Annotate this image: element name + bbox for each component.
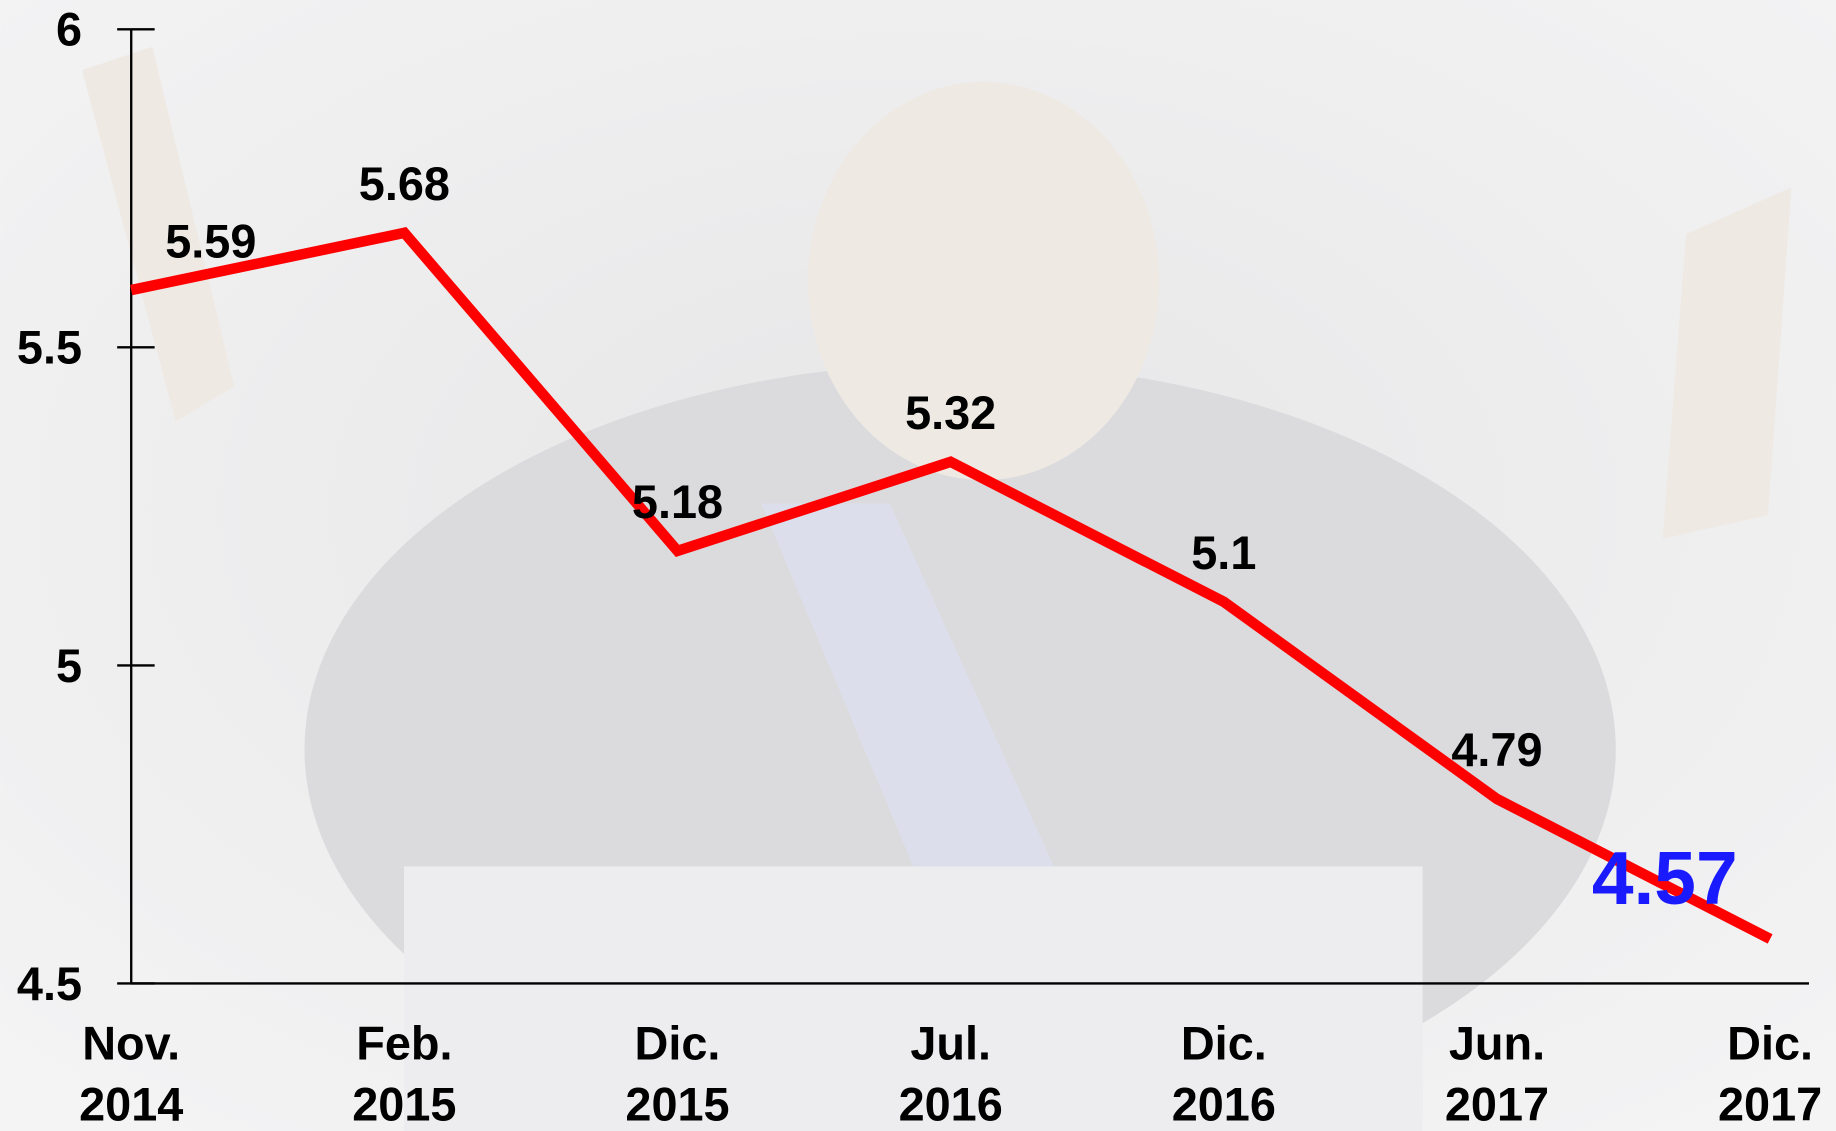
value-label: 5.1 xyxy=(1191,527,1256,579)
value-label: 5.18 xyxy=(632,476,723,528)
chart: 4.555.56Nov.2014Feb.2015Dic.2015Jul.2016… xyxy=(0,0,1836,1131)
y-tick-label: 6 xyxy=(56,4,82,56)
value-label: 4.57 xyxy=(1592,836,1738,920)
value-label: 5.68 xyxy=(359,158,450,210)
y-tick-label: 5 xyxy=(56,640,82,692)
y-tick-label: 5.5 xyxy=(17,322,82,374)
value-label: 4.79 xyxy=(1451,724,1542,776)
page: 4.555.56Nov.2014Feb.2015Dic.2015Jul.2016… xyxy=(0,0,1836,1131)
value-label: 5.32 xyxy=(905,387,996,439)
y-tick-label: 4.5 xyxy=(17,958,82,1010)
value-label: 5.59 xyxy=(165,215,256,267)
background-photo xyxy=(0,0,1836,1131)
